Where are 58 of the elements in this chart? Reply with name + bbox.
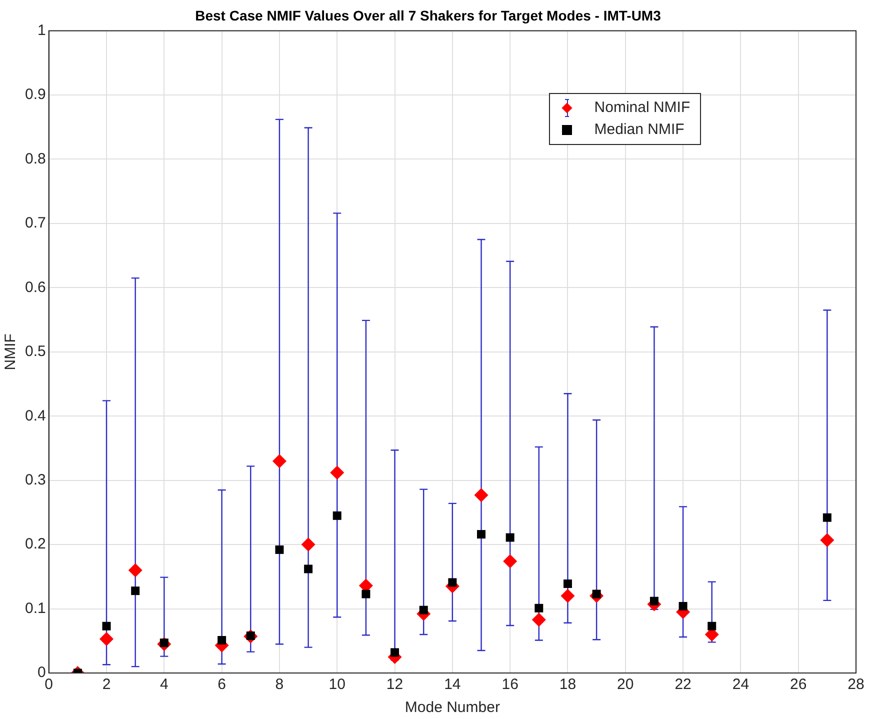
x-tick-label: 26 — [790, 676, 807, 694]
y-tick-label: 0.4 — [24, 407, 46, 424]
point — [304, 564, 313, 574]
x-tick-label: 16 — [502, 676, 518, 694]
point — [534, 604, 544, 612]
point — [332, 511, 342, 520]
y-axis-title: NMIF — [2, 334, 20, 370]
point — [532, 612, 546, 627]
point — [100, 632, 114, 646]
chart-title: Best Case NMIF Values Over all 7 Shakers for Target Modes - IMT-UM3 — [195, 7, 662, 24]
x-tick-label: 4 — [160, 676, 168, 694]
x-tick-label: 28 — [848, 676, 864, 694]
y-tick-label: 0.9 — [24, 86, 46, 104]
point — [650, 596, 658, 606]
y-tick-label: 0.6 — [24, 278, 46, 296]
point — [448, 578, 457, 587]
y-tick-label: 0.3 — [24, 471, 46, 488]
x-tick-label: 22 — [674, 676, 692, 694]
y-tick-label: 0 — [38, 664, 46, 682]
point — [820, 533, 834, 548]
point — [102, 622, 111, 630]
point — [275, 545, 284, 554]
x-tick-label: 20 — [617, 676, 634, 694]
legend-label: Nominal NMIF — [594, 99, 690, 116]
point — [477, 530, 486, 539]
x-axis-title: Mode Number — [404, 699, 500, 716]
point — [822, 513, 832, 522]
x-tick-label: 2 — [102, 676, 111, 694]
point — [301, 538, 316, 552]
point — [362, 590, 370, 598]
point — [503, 554, 518, 568]
point — [218, 636, 226, 644]
x-tick-label: 6 — [218, 676, 226, 694]
x-tick-label: 18 — [559, 676, 576, 694]
point — [560, 588, 575, 603]
x-tick-label: 14 — [444, 676, 461, 694]
y-tick-label: 0.5 — [24, 343, 46, 360]
y-tick-label: 0.8 — [24, 150, 46, 168]
y-tick-label: 0.1 — [24, 600, 46, 617]
point — [708, 622, 716, 630]
x-tick-label: 10 — [328, 676, 346, 694]
y-tick-label: 0.2 — [24, 536, 46, 553]
point — [474, 488, 488, 502]
point — [390, 648, 400, 657]
x-tick-label: 8 — [275, 676, 284, 694]
point — [131, 586, 140, 596]
x-tick-label: 12 — [386, 676, 404, 694]
x-tick-label: 24 — [732, 676, 750, 694]
point — [563, 579, 572, 588]
point — [506, 533, 514, 542]
point — [678, 602, 688, 610]
point — [330, 466, 344, 480]
point — [272, 454, 286, 468]
y-tick-label: 1 — [38, 22, 46, 39]
y-tick-label: 0.7 — [24, 214, 46, 232]
point — [419, 606, 428, 614]
legend-label: Median NMIF — [594, 121, 684, 138]
point — [128, 563, 142, 578]
